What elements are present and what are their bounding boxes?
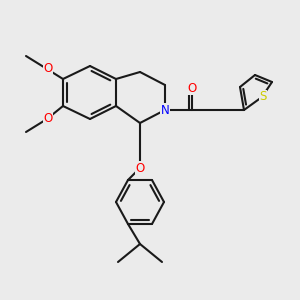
Text: O: O — [44, 112, 52, 125]
Text: N: N — [160, 103, 169, 116]
Text: S: S — [259, 91, 267, 103]
Text: O: O — [44, 62, 52, 76]
Text: O: O — [188, 82, 196, 94]
Text: O: O — [135, 161, 145, 175]
